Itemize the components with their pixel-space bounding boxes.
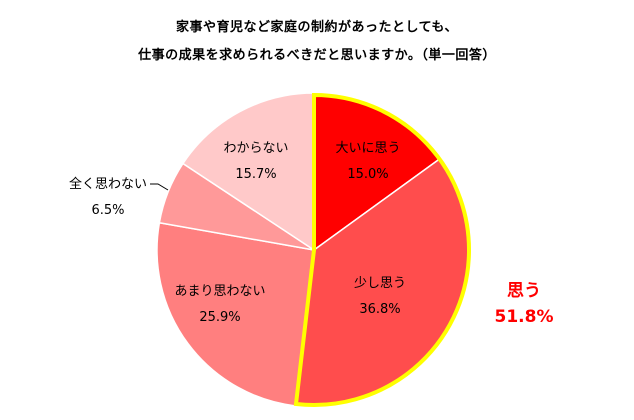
chart-title-line-2: 仕事の成果を求められるべきだと思いますか。（単一回答）: [138, 48, 496, 63]
slice-label-4: 全く思わない: [69, 176, 147, 192]
group-outline: [293, 92, 471, 407]
group-value: 51.8%: [495, 307, 554, 327]
slice-value-2: 36.8%: [359, 302, 400, 317]
chart-title-line-1: 家事や育児など家庭の制約があったとしても、: [175, 20, 459, 35]
slice-label-5: わからない: [223, 141, 288, 156]
slice-value-3: 25.9%: [199, 310, 240, 325]
leader-line: [150, 183, 169, 191]
slice-value-5: 15.7%: [235, 167, 276, 182]
slice-value-1: 15.0%: [347, 167, 388, 182]
pie-slice-3: [156, 221, 315, 407]
slice-label-2: 少し思う: [354, 276, 406, 291]
slice-value-4: 6.5%: [91, 203, 124, 218]
group-label: 思う: [507, 281, 541, 301]
slice-label-3: あまり思わない: [174, 284, 265, 299]
pie-slice-5: [181, 92, 315, 252]
slice-label-1: 大いに思う: [335, 141, 400, 156]
